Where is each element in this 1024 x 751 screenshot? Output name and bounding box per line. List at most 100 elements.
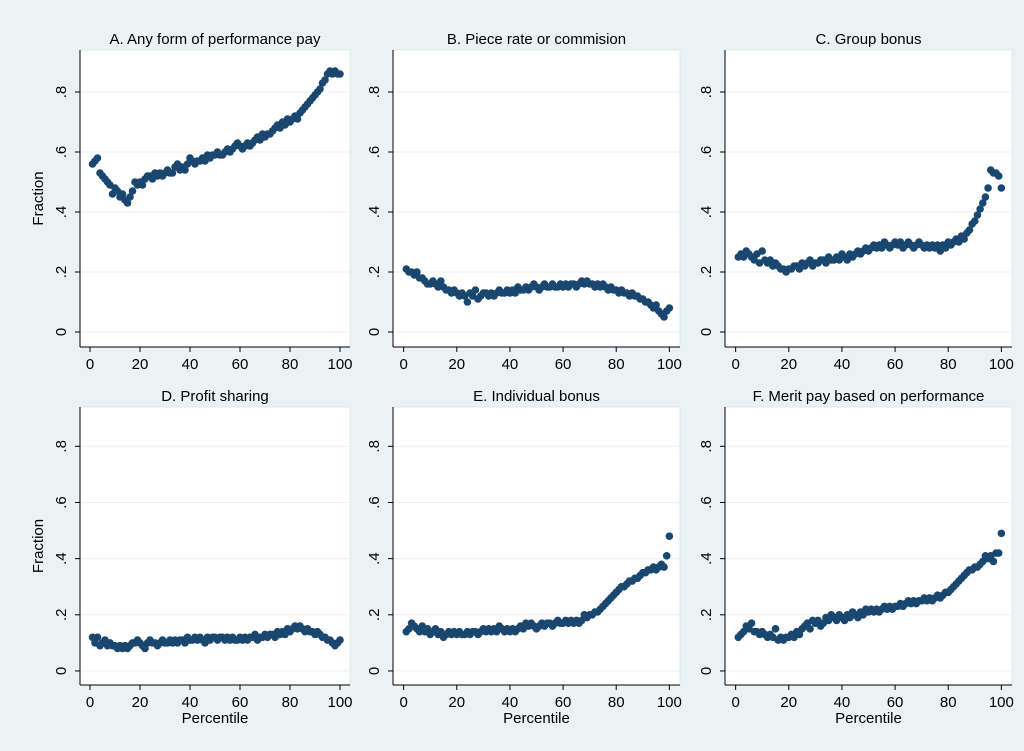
point [989, 557, 998, 566]
x-tick-label: 20 [780, 356, 797, 373]
point [970, 217, 979, 225]
point [336, 636, 344, 644]
point [665, 532, 674, 540]
x-tick-label: 100 [657, 694, 682, 711]
point [336, 70, 344, 78]
y-axis-label: Fraction [30, 171, 47, 225]
point [973, 211, 982, 219]
x-tick-label: 40 [502, 356, 519, 373]
y-tick-label: .4 [698, 552, 715, 565]
x-tick-label: 0 [731, 356, 739, 373]
point [293, 115, 302, 123]
x-tick-label: 20 [448, 356, 465, 373]
x-tick-label: 80 [282, 356, 299, 373]
x-tick-label: 60 [555, 694, 572, 711]
y-tick-label: .2 [366, 609, 383, 622]
panel-title: D. Profit sharing [161, 388, 269, 405]
point [747, 619, 756, 628]
x-tick-label: 60 [887, 694, 904, 711]
x-tick-label: 0 [399, 356, 407, 373]
x-tick-label: 100 [989, 694, 1014, 711]
point [321, 76, 329, 84]
x-tick-label: 80 [608, 694, 625, 711]
x-tick-label: 80 [608, 356, 625, 373]
x-tick-label: 0 [731, 694, 739, 711]
y-tick-label: .6 [698, 496, 715, 509]
panel-title: C. Group bonus [816, 31, 922, 48]
y-tick-label: 0 [366, 667, 383, 675]
x-tick-label: 40 [182, 694, 199, 711]
x-tick-label: 0 [86, 356, 94, 373]
y-tick-label: .2 [698, 266, 715, 279]
y-tick-label: .4 [53, 552, 70, 565]
x-tick-label: 40 [182, 356, 199, 373]
point [138, 181, 147, 189]
point [960, 235, 968, 243]
point [463, 298, 472, 306]
y-tick-label: 0 [53, 667, 70, 675]
point [93, 154, 102, 162]
y-tick-label: 0 [53, 328, 70, 336]
point [437, 277, 445, 285]
point [123, 199, 132, 207]
x-tick-label: 80 [940, 694, 957, 711]
point [128, 187, 137, 195]
y-tick-label: .4 [698, 206, 715, 219]
panel-title: F. Merit pay based on performance [753, 388, 985, 405]
point [758, 247, 767, 255]
y-tick-label: .8 [698, 440, 715, 453]
x-tick-label: 100 [989, 356, 1014, 373]
y-tick-label: .4 [53, 206, 70, 219]
plot-area [724, 406, 1013, 686]
point [660, 563, 668, 571]
point [997, 184, 1006, 192]
point [994, 549, 1003, 557]
panel-title: A. Any form of performance pay [110, 31, 321, 48]
x-tick-label: 20 [448, 694, 465, 711]
y-tick-label: .6 [366, 496, 383, 509]
x-axis-label: Percentile [503, 710, 570, 727]
x-axis-label: Percentile [835, 710, 902, 727]
y-tick-label: .6 [53, 146, 70, 159]
point [316, 85, 324, 93]
x-tick-label: 20 [780, 694, 797, 711]
x-tick-label: 100 [657, 356, 682, 373]
point [965, 226, 974, 234]
y-tick-label: .2 [698, 609, 715, 622]
x-tick-label: 80 [940, 356, 957, 373]
y-tick-label: 0 [698, 328, 715, 336]
y-tick-label: .4 [366, 552, 383, 565]
x-tick-label: 0 [399, 694, 407, 711]
point [118, 190, 127, 198]
point [806, 625, 814, 633]
plot-area [392, 406, 681, 686]
x-tick-label: 40 [834, 694, 851, 711]
plot-area [392, 49, 681, 348]
point [660, 313, 668, 321]
y-tick-label: .8 [366, 86, 383, 99]
point [413, 268, 421, 276]
point [997, 529, 1006, 538]
x-tick-label: 0 [86, 694, 94, 711]
point [933, 241, 942, 249]
x-tick-label: 40 [834, 356, 851, 373]
point [93, 633, 102, 642]
x-tick-label: 60 [555, 356, 572, 373]
x-tick-label: 60 [887, 356, 904, 373]
panel-title: E. Individual bonus [473, 388, 600, 405]
y-axis-label: Fraction [30, 519, 47, 573]
point [665, 304, 674, 312]
y-tick-label: .6 [698, 146, 715, 159]
y-tick-label: .6 [53, 496, 70, 509]
x-tick-label: 100 [327, 694, 352, 711]
y-tick-label: 0 [698, 667, 715, 675]
y-tick-label: .2 [366, 266, 383, 279]
x-tick-label: 20 [132, 356, 149, 373]
y-tick-label: 0 [366, 328, 383, 336]
y-tick-label: .8 [53, 440, 70, 453]
point [984, 184, 992, 192]
x-tick-label: 100 [327, 356, 352, 373]
point [652, 301, 660, 309]
